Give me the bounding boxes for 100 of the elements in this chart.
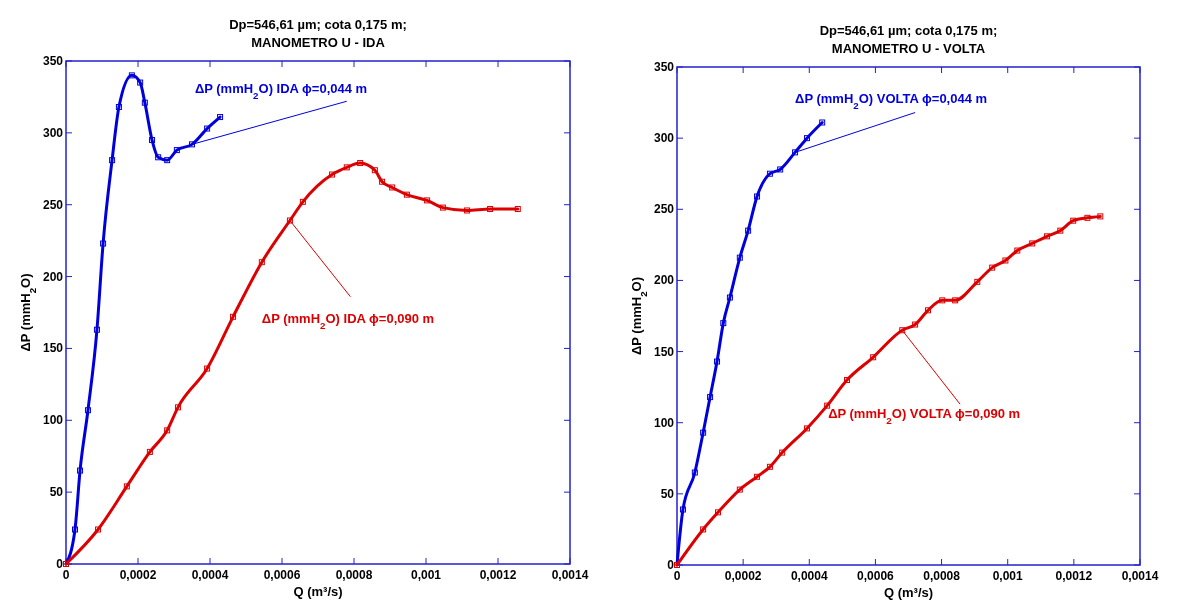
point <box>939 297 946 304</box>
point <box>217 114 224 121</box>
line-series <box>63 160 521 567</box>
point <box>912 321 919 328</box>
y-tick-label: 200 <box>42 269 64 284</box>
y-tick-label: 0 <box>667 558 675 572</box>
point <box>164 427 171 434</box>
point <box>258 259 265 266</box>
point <box>128 72 135 79</box>
x-tick-label: 0,0008 <box>335 568 373 582</box>
x-axis-title: Q (m³/s) <box>293 584 343 599</box>
point <box>766 170 773 177</box>
point <box>371 167 378 174</box>
point <box>736 486 743 493</box>
point <box>779 449 786 456</box>
point <box>84 407 91 414</box>
y-tick-label: 300 <box>653 131 675 146</box>
point <box>164 157 171 164</box>
x-tick-label: 0,0014 <box>551 568 589 582</box>
point <box>464 207 471 214</box>
point <box>1097 213 1104 220</box>
point <box>424 197 431 204</box>
x-tick-label: 0,0006 <box>857 569 895 583</box>
point <box>514 206 521 213</box>
point <box>715 509 722 516</box>
point <box>123 483 130 490</box>
point <box>714 358 721 365</box>
y-tick-label: 100 <box>42 413 64 428</box>
point <box>299 198 306 205</box>
x-tick-label: 0,0002 <box>119 568 157 582</box>
point <box>141 99 148 106</box>
y-tick-label: 150 <box>42 341 64 356</box>
point <box>899 327 906 334</box>
point <box>173 147 180 154</box>
point <box>745 227 752 234</box>
point <box>357 160 364 167</box>
point <box>1070 217 1077 224</box>
chart-subtitle: MANOMETRO U - VOLTA <box>831 41 986 56</box>
x-tick-label: 0,0014 <box>1121 569 1159 583</box>
chart-subtitle: MANOMETRO U - IDA <box>251 35 386 50</box>
chart-title: Dp=546,61 µm; cota 0,175 m; <box>229 17 407 32</box>
y-tick-label: 100 <box>653 415 675 430</box>
point <box>95 526 102 533</box>
point <box>174 404 181 411</box>
point <box>1044 233 1051 240</box>
point <box>155 154 162 161</box>
point <box>700 429 707 436</box>
x-tick-label: 0,001 <box>992 569 1024 583</box>
point <box>487 206 494 213</box>
text: ΔP (mmH$_{2}$O) IDA ϕ=0,044 m <box>194 80 368 101</box>
point <box>115 103 122 110</box>
point <box>707 394 714 401</box>
x-tick-label: 0,0008 <box>923 569 961 583</box>
chart-title: Dp=546,61 µm; cota 0,175 m; <box>819 23 998 38</box>
point <box>766 463 773 470</box>
y-tick-label: 350 <box>42 54 64 68</box>
x-tick-label: 0,001 <box>410 568 442 582</box>
point <box>149 137 156 144</box>
point <box>754 193 761 200</box>
point <box>204 365 211 372</box>
point <box>379 178 386 185</box>
x-axis-title: Q (m³/s) <box>883 585 934 600</box>
x-tick-label: 0,0004 <box>191 568 229 582</box>
y-tick-label: 350 <box>653 60 675 74</box>
y-tick-label: 250 <box>42 197 64 212</box>
y-tick-label: 300 <box>42 125 64 140</box>
x-tick-label: 0,0006 <box>263 568 301 582</box>
point <box>286 217 293 224</box>
point <box>403 191 410 198</box>
point <box>77 467 84 474</box>
point <box>925 307 932 314</box>
point <box>726 294 733 301</box>
y-tick-label: 250 <box>653 202 675 217</box>
x-tick-label: 0,0004 <box>790 569 828 583</box>
series-label: ΔP (mmH$_{2}$O) IDA ϕ=0,090 m <box>261 310 435 331</box>
series-label: ΔP (mmH$_{2}$O) VOLTA ϕ=0,090 m <box>828 406 1021 426</box>
point <box>819 119 826 126</box>
point <box>189 141 195 148</box>
point <box>700 526 707 533</box>
y-tick-label: 150 <box>653 344 675 359</box>
point <box>679 506 686 513</box>
y-tick-label: 50 <box>49 485 64 500</box>
point <box>952 297 959 304</box>
point <box>777 166 784 173</box>
point <box>691 469 698 476</box>
x-tick-label: 0,0012 <box>479 568 517 582</box>
point <box>870 354 877 361</box>
point <box>792 149 799 156</box>
point <box>100 240 107 247</box>
point <box>389 184 396 191</box>
y-tick-label: 200 <box>653 273 675 288</box>
point <box>803 135 810 142</box>
point <box>109 157 116 164</box>
point <box>720 320 727 327</box>
point <box>824 402 831 409</box>
point <box>754 473 761 480</box>
point <box>1029 240 1036 247</box>
point <box>1014 247 1021 254</box>
point <box>803 425 810 432</box>
point <box>93 326 100 333</box>
